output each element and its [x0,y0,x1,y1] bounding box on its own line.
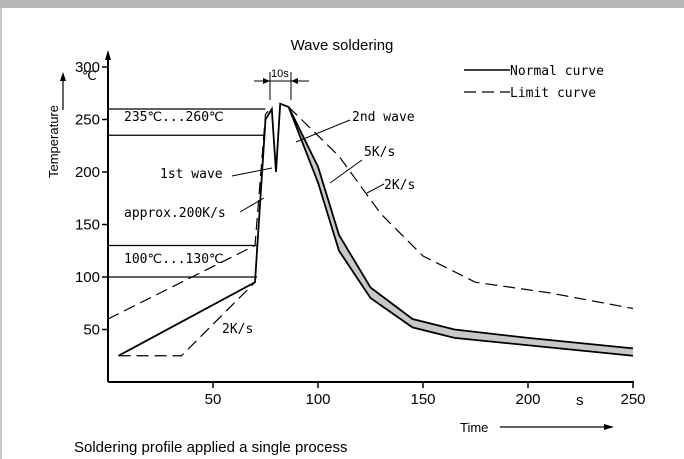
y-axis-label: Temperature [46,105,61,178]
second-wave-label: 2nd wave [352,110,415,125]
y-label-arrow-head [60,72,66,81]
x-tick-label: 150 [410,391,435,408]
x-axis-label: Time [460,420,488,435]
x-tick-label: 250 [620,391,645,408]
duration-label: 10s [271,68,289,80]
rate-200-label: approx.200K/s [124,206,226,221]
y-tick-label: 50 [83,322,100,339]
legend-normal-label: Normal curve [510,64,604,79]
limit-curve-line-4 [288,106,634,310]
second-wave-pointer [295,119,351,143]
cooling-band [288,106,633,356]
range-high-label: 235℃...260℃ [124,110,224,125]
left-border [0,8,2,459]
y-tick-label: 200 [75,164,100,181]
x-tick-label: 50 [205,391,222,408]
normal-curve-line-1 [287,106,634,350]
y-tick-label: 300 [75,59,100,76]
x-tick-label: 200 [515,391,540,408]
range-low-label: 100℃...130℃ [124,252,224,267]
y-unit-label: ℃ [82,69,97,84]
y-tick-label: 100 [75,269,100,286]
chart-title: Wave soldering [291,37,394,54]
caption: Soldering profile applied a single proce… [74,439,348,456]
limit-curve-line-3 [118,281,256,357]
duration-arrow-left [263,78,270,84]
y-tick-label: 150 [75,217,100,234]
limit-curve-line-2 [107,106,273,320]
x-label-arrow-head [604,424,614,430]
x-tick-label: 100 [305,391,330,408]
y-axis-arrow [105,50,111,60]
legend-limit-label: Limit curve [510,86,596,101]
top-bar [0,0,684,8]
rate-5-label: 5K/s [364,145,395,160]
rate-5-pointer [329,159,363,184]
rate-2-top-label: 2K/s [384,178,415,193]
normal-curve-line-0 [118,102,634,357]
rate-200-pointer [239,197,265,213]
first-wave-pointer [231,167,273,177]
rate-2-bottom-label: 2K/s [222,322,253,337]
y-tick-label: 250 [75,112,100,129]
rate-2-top-pointer [366,183,385,194]
first-wave-label: 1st wave [160,167,223,182]
x-unit-label: s [576,392,584,409]
duration-arrow-right [291,78,298,84]
